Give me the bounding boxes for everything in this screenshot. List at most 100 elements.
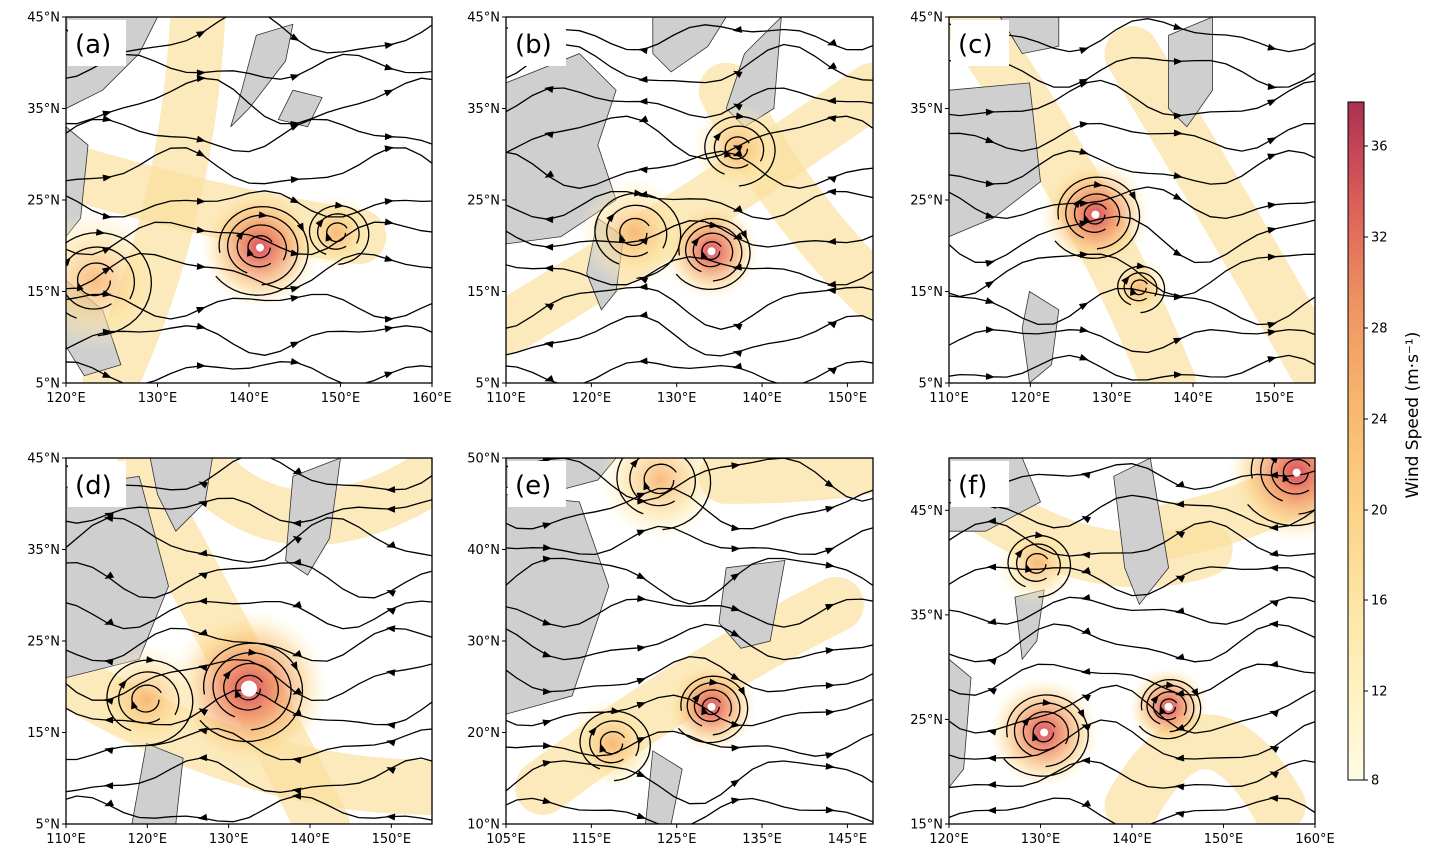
cyclone-eye [241, 680, 257, 697]
land-mass [1168, 17, 1213, 128]
flow-arrow [384, 145, 394, 153]
flow-arrow [636, 572, 646, 580]
flow-arrow [1078, 302, 1089, 311]
longitude-tick-label: 130°E [657, 391, 697, 406]
streamline [506, 487, 873, 530]
longitude-tick-label: 120°E [46, 391, 86, 406]
streamline [66, 757, 432, 794]
flow-arrow [1032, 731, 1039, 742]
flow-arrow [1269, 771, 1280, 779]
flow-arrow [731, 744, 741, 752]
flow-arrow [1081, 515, 1092, 524]
flow-arrow [198, 754, 208, 762]
flow-arrow [1175, 810, 1185, 818]
land-mass [949, 82, 1041, 238]
cyclone-streamline [199, 642, 304, 743]
longitude-tick-label: 140°E [1173, 391, 1213, 406]
flow-arrow [1269, 660, 1279, 668]
flow-arrow [1267, 83, 1277, 90]
flow-arrow [1269, 745, 1280, 753]
flow-arrow [196, 197, 206, 205]
flow-arrow [102, 328, 112, 336]
cyclone-streamline [616, 458, 712, 531]
latitude-tick-label: 45°N [27, 11, 60, 26]
flow-arrow [730, 779, 740, 788]
wind-speed-band [698, 458, 873, 504]
flow-arrow [104, 515, 114, 523]
flow-arrow [827, 176, 837, 183]
flow-arrow [1173, 172, 1183, 180]
flow-arrow [636, 529, 647, 537]
latitude-tick-label: 5°N [36, 818, 61, 833]
flow-arrow [196, 262, 206, 270]
wind-speed-maximum [600, 458, 721, 540]
streamline [66, 252, 432, 290]
flow-arrow [638, 283, 648, 291]
flow-arrow [1267, 226, 1277, 234]
flow-arrow [1077, 709, 1085, 719]
flow-arrow [1079, 121, 1089, 129]
flow-arrow [638, 357, 648, 365]
latitude-tick-label: 20°N [467, 726, 500, 741]
flow-arrow [222, 670, 232, 680]
flow-arrow [1172, 248, 1183, 257]
flow-arrow [1014, 548, 1024, 559]
land-mass [506, 494, 610, 715]
flow-arrow [1175, 480, 1185, 488]
flow-arrow [1150, 694, 1160, 704]
longitude-tick-label: 115°E [572, 832, 612, 847]
flow-arrow [384, 371, 394, 379]
flow-arrow [146, 656, 156, 664]
streamline [506, 220, 873, 248]
flow-arrow [196, 307, 206, 314]
flow-arrow [544, 216, 554, 224]
map-panel-b: (b) 5°N 15°N 25°N 35°N 45°N 110°E 120°E 130°E 140… [467, 11, 874, 406]
flow-arrow [985, 108, 995, 116]
flow-arrow [1175, 754, 1185, 762]
flow-arrow [290, 124, 300, 131]
flow-arrow [542, 797, 552, 805]
streamline [66, 293, 432, 320]
flow-arrow [1081, 627, 1091, 634]
flow-arrow [1267, 329, 1277, 336]
flow-arrow [732, 149, 743, 157]
flow-arrow [290, 176, 300, 184]
flow-arrow [1172, 192, 1183, 201]
latitude-tick-label: 45°N [910, 504, 943, 519]
flow-arrow [732, 323, 743, 331]
flow-arrow [1173, 371, 1183, 379]
flow-arrow [733, 70, 743, 79]
longitude-tick-label: 130°E [138, 391, 178, 406]
flow-arrow [104, 747, 114, 755]
flow-arrow [638, 276, 649, 284]
flow-arrow [824, 547, 835, 555]
flow-arrow [643, 480, 651, 491]
longitude-tick-label: 150°E [321, 391, 361, 406]
longitude-tick-label: 140°E [742, 391, 782, 406]
flow-arrow [234, 688, 242, 699]
cyclone-eye [707, 702, 716, 711]
longitude-tick-label: 130°E [1092, 391, 1132, 406]
wind-speed-band [1104, 714, 1306, 824]
streamline [66, 325, 432, 356]
flow-arrow [1269, 524, 1279, 532]
latitude-tick-label: 35°N [27, 543, 60, 558]
streamline [66, 77, 432, 125]
flow-arrow [289, 196, 300, 204]
panel-label-box [508, 461, 566, 507]
flow-arrow [1173, 129, 1183, 137]
flow-arrow [1081, 756, 1091, 764]
cyclone-streamline [66, 231, 153, 337]
flow-arrow [248, 648, 258, 656]
flow-arrow [102, 212, 112, 220]
colorbar-tick-label: 36 [1371, 140, 1388, 155]
flow-arrow [542, 687, 553, 695]
flow-arrow [985, 326, 995, 334]
flow-arrow [825, 561, 835, 569]
latitude-tick-label: 15°N [910, 818, 943, 833]
flow-arrow [102, 371, 112, 378]
flow-arrow [258, 211, 268, 219]
flow-arrow [542, 544, 553, 552]
flow-arrow [732, 205, 743, 212]
